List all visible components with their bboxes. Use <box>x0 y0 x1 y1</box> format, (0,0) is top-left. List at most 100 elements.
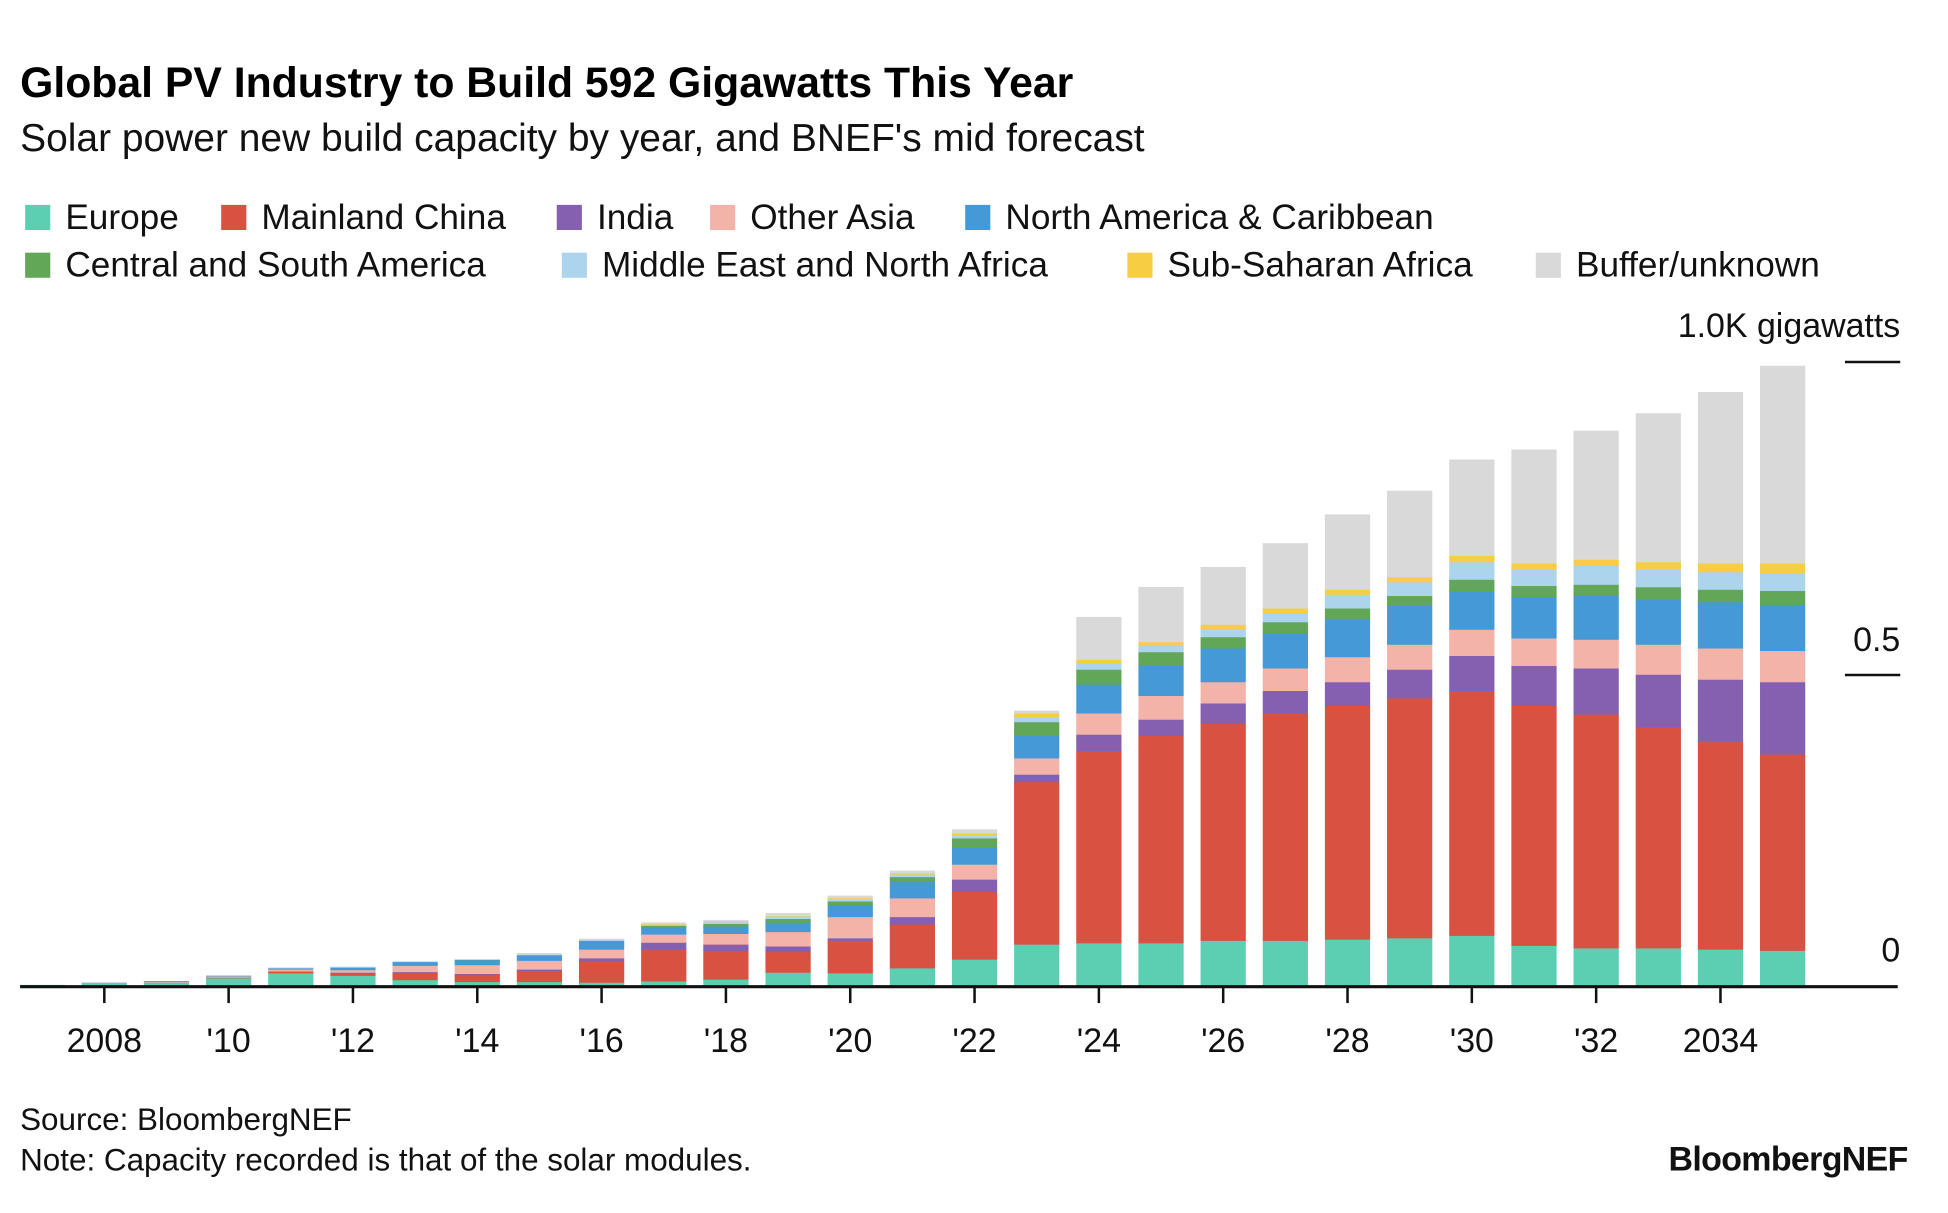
bar-segment-2023-india <box>1014 774 1060 783</box>
bar-segment-2031-north-america-caribbean <box>1511 596 1557 639</box>
bar-segment-2027-north-america-caribbean <box>1262 633 1308 669</box>
bar-segment-2024-europe <box>1076 943 1122 988</box>
bar-segment-2025-mainland-china <box>1138 735 1184 944</box>
legend-label-sub-saharan-africa: Sub-Saharan Africa <box>1168 246 1474 285</box>
x-tick-label-2034: 2034 <box>1683 1022 1758 1060</box>
bar-segment-2029-mainland-china <box>1387 698 1433 939</box>
legend-label-india: India <box>597 198 674 237</box>
bar-segment-2013-other-asia <box>392 965 438 973</box>
bar-segment-2014-other-asia <box>454 964 500 974</box>
bar-segment-2013-north-america-caribbean <box>392 961 438 966</box>
bar-segment-2032-sub-saharan-africa <box>1573 559 1619 567</box>
bar-segment-2011-mainland-china <box>268 971 314 974</box>
bar-segment-2028-middle-east-and-north-africa <box>1324 594 1371 609</box>
bar-segment-2017-middle-east-and-north-africa <box>641 924 687 926</box>
bar-2030 <box>1449 459 1495 988</box>
bar-segment-2014-north-america-caribbean <box>454 959 500 966</box>
bar-segment-2033-other-asia <box>1635 644 1681 675</box>
bar-segment-2033-india <box>1635 674 1681 728</box>
bar-segment-2012-middle-east-and-north-africa <box>330 966 376 968</box>
bar-segment-2030-north-america-caribbean <box>1449 590 1495 630</box>
bar-segment-2021-other-asia <box>889 898 936 918</box>
bar-segment-2016-other-asia <box>578 949 625 959</box>
bar-segment-2022-mainland-china <box>951 891 998 960</box>
bar-segment-2018-mainland-china <box>703 950 749 980</box>
x-tick-label-2024: '24 <box>1077 1022 1121 1060</box>
bar-segment-2027-india <box>1262 690 1308 714</box>
bar-segment-2021-middle-east-and-north-africa <box>889 874 936 878</box>
bar-segment-2020-other-asia <box>827 916 873 939</box>
bar-segment-2032-india <box>1573 668 1619 715</box>
bar-segment-2026-buffer-unknown <box>1200 566 1246 625</box>
legend: Europe Mainland China India Other Asia North… <box>25 198 1820 285</box>
bar-segment-2013-europe <box>392 979 438 988</box>
bar-segment-2015-other-asia <box>516 960 563 970</box>
bar-segment-2021-mainland-china <box>889 924 936 969</box>
bar-2010 <box>206 975 252 988</box>
legend-swatch-europe <box>25 204 51 231</box>
bar-segment-2010-mainland-china <box>206 977 252 979</box>
bar-segment-2030-middle-east-and-north-africa <box>1449 561 1495 580</box>
bar-2018 <box>703 919 749 988</box>
bar-segment-2017-sub-saharan-africa <box>641 923 687 925</box>
bar-segment-2016-central-and-south-america <box>578 940 625 942</box>
x-tick-label-2014: '14 <box>455 1022 499 1060</box>
bar-segment-2017-buffer-unknown <box>641 922 687 925</box>
legend-label-europe: Europe <box>65 198 178 237</box>
bar-segment-2027-sub-saharan-africa <box>1262 608 1308 614</box>
bar-segment-2033-sub-saharan-africa <box>1635 561 1681 570</box>
bar-segment-2021-sub-saharan-africa <box>889 873 936 875</box>
x-tick-label-2028: '28 <box>1325 1022 1369 1060</box>
bar-segment-2031-other-asia <box>1511 638 1557 667</box>
bar-segment-2016-middle-east-and-north-africa <box>578 939 625 941</box>
bar-segment-2027-buffer-unknown <box>1262 543 1308 609</box>
bar-segment-2019-sub-saharan-africa <box>765 915 811 917</box>
bar-segment-2028-europe <box>1324 939 1371 988</box>
bar-segment-2023-sub-saharan-africa <box>1014 713 1060 718</box>
bar-segment-2026-other-asia <box>1200 681 1246 704</box>
bar-segment-2033-central-and-south-america <box>1635 586 1681 600</box>
bar-segment-2019-north-america-caribbean <box>765 922 811 933</box>
bar-segment-2025-other-asia <box>1138 695 1184 720</box>
bar-segment-2023-buffer-unknown <box>1014 710 1060 714</box>
bar-segment-2025-middle-east-and-north-africa <box>1138 645 1184 653</box>
y-tick-label-0: 0 <box>1881 932 1900 970</box>
bar-segment-2010-other-asia <box>206 976 252 978</box>
x-tick-label-2032: '32 <box>1574 1022 1618 1060</box>
bar-segment-2033-mainland-china <box>1635 726 1681 949</box>
legend-swatch-buffer-unknown <box>1535 252 1561 278</box>
bar-segment-2020-north-america-caribbean <box>827 904 873 918</box>
bar-segment-2032-mainland-china <box>1573 714 1619 949</box>
bar-segment-2035-buffer-unknown <box>1760 365 1806 564</box>
bar-segment-2027-mainland-china <box>1262 713 1308 941</box>
bar-segment-2029-middle-east-and-north-africa <box>1387 581 1433 597</box>
bar-2031 <box>1511 449 1557 988</box>
bar-segment-2029-other-asia <box>1387 644 1433 670</box>
bar-segment-2008-other-asia <box>81 982 127 984</box>
bar-segment-2029-europe <box>1387 938 1433 988</box>
bar-segment-2010-buffer-unknown <box>206 975 252 976</box>
bar-2019 <box>765 913 811 988</box>
bar-segment-2035-north-america-caribbean <box>1760 604 1806 652</box>
bar-segment-2024-middle-east-and-north-africa <box>1076 663 1122 670</box>
bar-segment-2032-other-asia <box>1573 639 1619 669</box>
bar-segment-2014-mainland-china <box>454 974 500 983</box>
bar-2029 <box>1387 490 1433 988</box>
bar-2034 <box>1697 392 1744 988</box>
bar-segment-2033-buffer-unknown <box>1635 413 1681 563</box>
bar-segment-2025-buffer-unknown <box>1138 586 1184 643</box>
bar-segment-2024-buffer-unknown <box>1076 616 1122 660</box>
bar-segment-2019-mainland-china <box>765 951 811 973</box>
bar-segment-2032-middle-east-and-north-africa <box>1573 565 1619 585</box>
bar-segment-2030-europe <box>1449 935 1495 988</box>
x-axis: 2008 '10 '12 '14 '16 '18 '20 '22 '24 '26 '28 '30 '32… <box>67 987 1758 1060</box>
bar-segment-2022-sub-saharan-africa <box>951 833 998 836</box>
bar-segment-2031-india <box>1511 665 1557 706</box>
bar-segment-2019-other-asia <box>765 931 811 947</box>
bar-segment-2018-india <box>703 944 749 951</box>
bar-2024 <box>1076 616 1122 988</box>
bar-segment-2012-europe <box>330 975 376 988</box>
bar-segment-2011-buffer-unknown <box>268 967 314 969</box>
bar-segment-2020-sub-saharan-africa <box>827 898 873 900</box>
bar-segment-2030-sub-saharan-africa <box>1449 555 1495 563</box>
